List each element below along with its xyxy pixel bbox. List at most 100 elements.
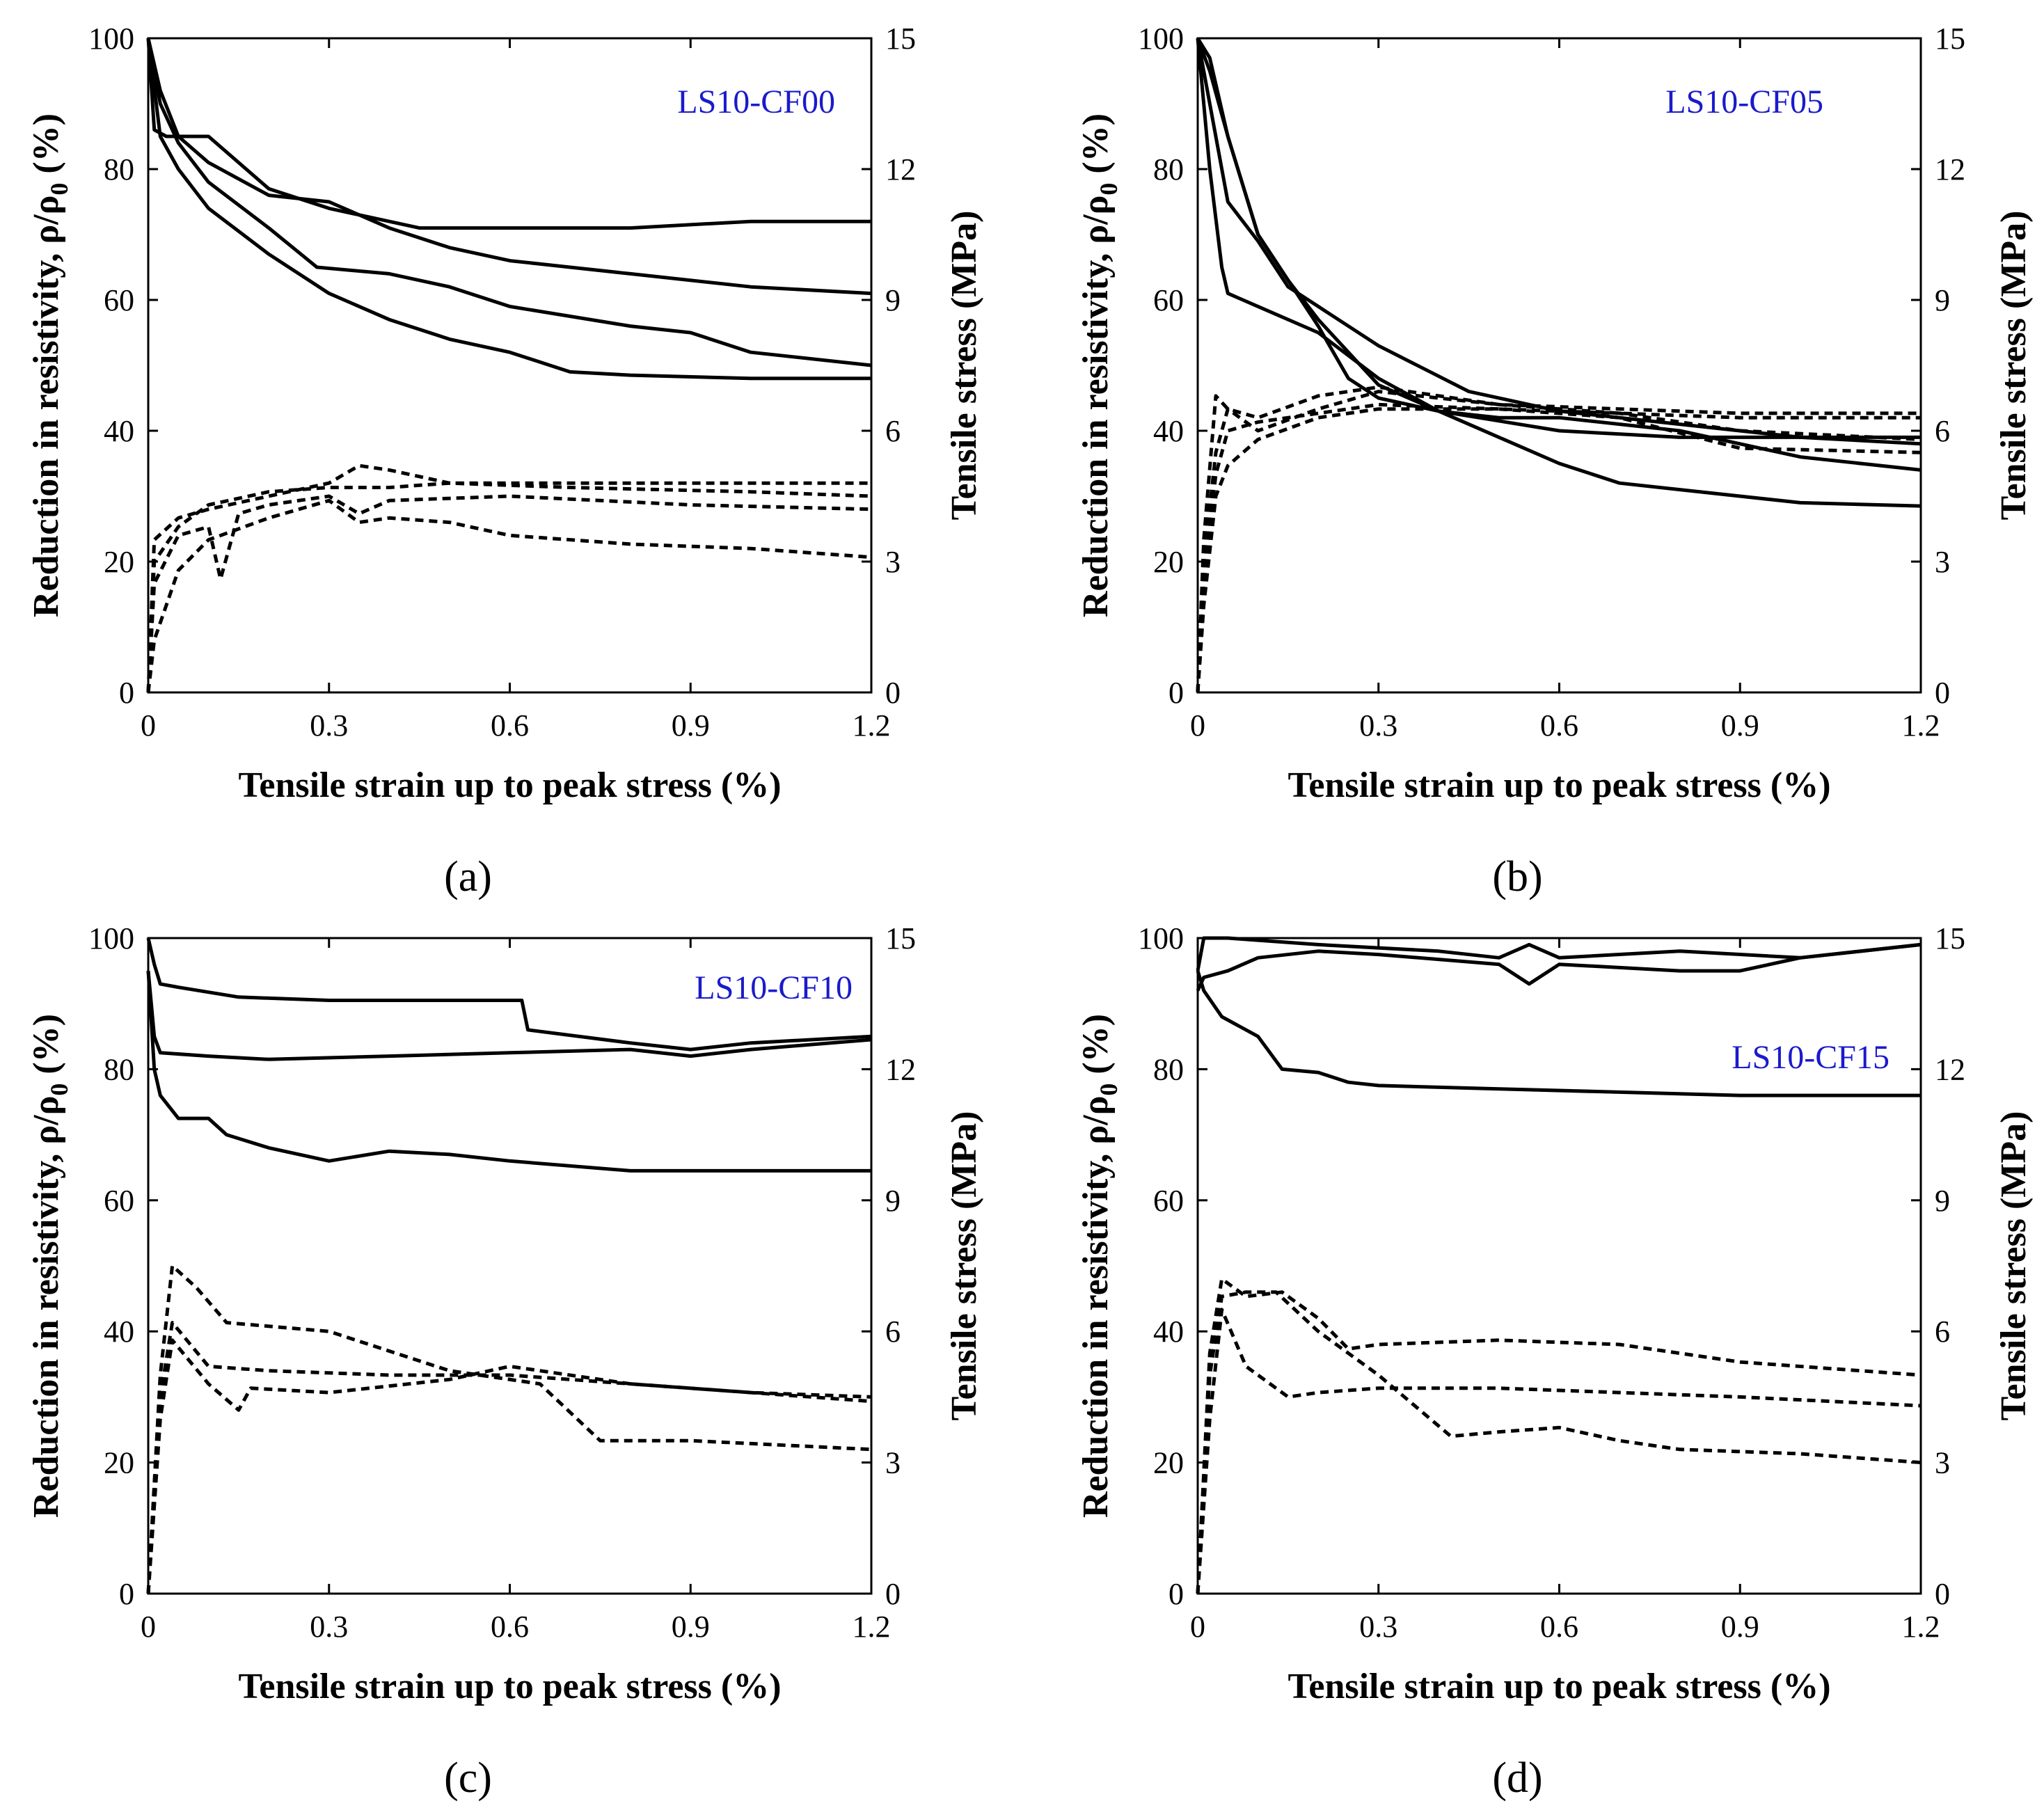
y-right-tick-label: 15 <box>1935 921 1965 955</box>
y-left-tick-label: 20 <box>1153 545 1184 579</box>
y-right-axis-title: Tensile stress (MPa) <box>944 211 984 521</box>
y-left-tick-label: 80 <box>1153 1052 1184 1086</box>
x-tick-label: 0.9 <box>672 1610 710 1644</box>
series-stress-2 <box>146 1321 872 1594</box>
y-left-tick-label: 20 <box>104 545 134 579</box>
series-resistivity-2 <box>146 970 872 1061</box>
plot-frame <box>147 37 873 694</box>
x-tick-label: 0.3 <box>1359 1610 1397 1644</box>
y-left-tick-label: 60 <box>104 283 134 317</box>
x-axis-title: Tensile strain up to peak stress (%) <box>1288 1667 1830 1706</box>
y-left-axis-title: Reduction in resistivity, ρ/ρ0 (%) <box>26 113 73 617</box>
series-resistivity-2 <box>1196 942 1922 992</box>
x-tick-label: 0.6 <box>491 708 529 743</box>
panel-tag: (d) <box>1492 1754 1542 1802</box>
y-left-axis-title: Reduction in resistivity, ρ/ρ0 (%) <box>1076 1014 1123 1518</box>
panel-tag: (a) <box>444 853 492 900</box>
series-stress-1 <box>1196 1277 1922 1594</box>
chart-panel-d: 0 0.3 0.6 0.9 1.202040608010003691215LS10-CF… <box>1076 921 2034 1802</box>
y-left-tick-label: 0 <box>119 676 134 710</box>
y-right-tick-label: 9 <box>885 283 901 317</box>
chart-panel-a: 0 0.3 0.6 0.9 1.202040608010003691215LS10-CF… <box>26 22 984 900</box>
x-tick-label: 0.6 <box>491 1610 529 1644</box>
y-right-tick-label: 6 <box>1935 1315 1950 1349</box>
plot-frame <box>147 937 873 1595</box>
y-right-tick-label: 15 <box>885 921 916 955</box>
y-left-tick-label: 0 <box>119 1577 134 1611</box>
y-right-tick-label: 0 <box>885 1577 901 1611</box>
y-right-tick-label: 15 <box>1935 22 1965 56</box>
y-left-tick-label: 40 <box>104 1315 134 1349</box>
y-right-tick-label: 0 <box>885 676 901 710</box>
x-tick-label: 1.2 <box>1902 1610 1940 1644</box>
specimen-label: LS10-CF15 <box>1732 1039 1889 1076</box>
y-right-axis-title: Tensile stress (MPa) <box>944 1111 984 1421</box>
chart-panel-c: 0 0.3 0.6 0.9 1.202040608010003691215LS10-CF… <box>26 921 984 1802</box>
y-left-tick-label: 0 <box>1168 1577 1184 1611</box>
x-tick-label: 0.3 <box>310 1610 348 1644</box>
x-tick-label: 0 <box>1190 1610 1205 1644</box>
series-stress-3 <box>1196 1308 1922 1594</box>
y-right-tick-label: 3 <box>885 1446 901 1480</box>
series-resistivity-4 <box>146 38 871 381</box>
series-resistivity-3 <box>146 38 872 367</box>
panel-tag: (c) <box>444 1754 492 1802</box>
x-tick-label: 0.6 <box>1540 708 1578 743</box>
y-left-tick-label: 20 <box>1153 1446 1184 1480</box>
series-stress-1 <box>1196 385 1921 693</box>
series-stress-2 <box>1196 1290 1922 1594</box>
y-right-tick-label: 0 <box>1935 676 1950 710</box>
y-right-tick-label: 3 <box>1935 545 1950 579</box>
series-resistivity-3 <box>1196 970 1921 1097</box>
y-left-tick-label: 40 <box>1153 414 1184 448</box>
y-right-tick-label: 12 <box>885 152 916 187</box>
y-right-axis-title: Tensile stress (MPa) <box>1994 1111 2034 1421</box>
x-tick-label: 0 <box>141 708 156 743</box>
x-tick-label: 0.9 <box>1721 708 1759 743</box>
series-stress-3 <box>146 1338 872 1594</box>
y-right-tick-label: 6 <box>885 414 901 448</box>
y-left-tick-label: 60 <box>1153 283 1184 317</box>
series-stress-3 <box>146 494 872 693</box>
series-stress-4 <box>146 498 872 693</box>
series-resistivity-1 <box>1196 936 1922 971</box>
series-resistivity-1 <box>146 38 871 230</box>
series-stress-3 <box>1196 402 1922 693</box>
y-right-tick-label: 15 <box>885 22 916 56</box>
x-axis-title: Tensile strain up to peak stress (%) <box>1288 765 1830 805</box>
plot-frame <box>1196 37 1922 694</box>
x-tick-label: 1.2 <box>853 708 891 743</box>
series-stress-1 <box>146 1264 872 1594</box>
series-stress-2 <box>146 481 871 693</box>
y-left-tick-label: 60 <box>104 1184 134 1218</box>
y-right-tick-label: 9 <box>885 1184 901 1218</box>
y-right-tick-label: 3 <box>1935 1446 1950 1480</box>
y-left-tick-label: 80 <box>104 152 134 187</box>
series-stress-4 <box>1196 407 1922 693</box>
x-tick-label: 0 <box>141 1610 156 1644</box>
y-right-tick-label: 9 <box>1935 283 1950 317</box>
series-stress-1 <box>146 463 872 693</box>
y-right-tick-label: 6 <box>885 1315 901 1349</box>
y-left-axis-title: Reduction in resistivity, ρ/ρ0 (%) <box>26 1014 73 1518</box>
y-right-tick-label: 0 <box>1935 1577 1950 1611</box>
y-left-tick-label: 40 <box>1153 1315 1184 1349</box>
specimen-label: LS10-CF00 <box>677 84 835 120</box>
y-right-tick-label: 9 <box>1935 1184 1950 1218</box>
x-tick-label: 0.9 <box>672 708 710 743</box>
y-right-tick-label: 6 <box>1935 414 1950 448</box>
panel-tag: (b) <box>1492 853 1542 900</box>
series-resistivity-3 <box>146 970 871 1173</box>
series-resistivity-2 <box>146 38 872 296</box>
y-left-tick-label: 100 <box>88 22 134 56</box>
x-tick-label: 0.9 <box>1721 1610 1759 1644</box>
x-tick-label: 1.2 <box>853 1610 891 1644</box>
y-left-tick-label: 40 <box>104 414 134 448</box>
specimen-label: LS10-CF10 <box>695 969 853 1006</box>
chart-panel-b: 0 0.3 0.6 0.9 1.202040608010003691215LS10-CF… <box>1076 22 2034 900</box>
y-left-tick-label: 100 <box>1138 921 1184 955</box>
x-tick-label: 0 <box>1190 708 1205 743</box>
y-left-tick-label: 0 <box>1168 676 1184 710</box>
y-right-tick-label: 12 <box>885 1052 916 1086</box>
